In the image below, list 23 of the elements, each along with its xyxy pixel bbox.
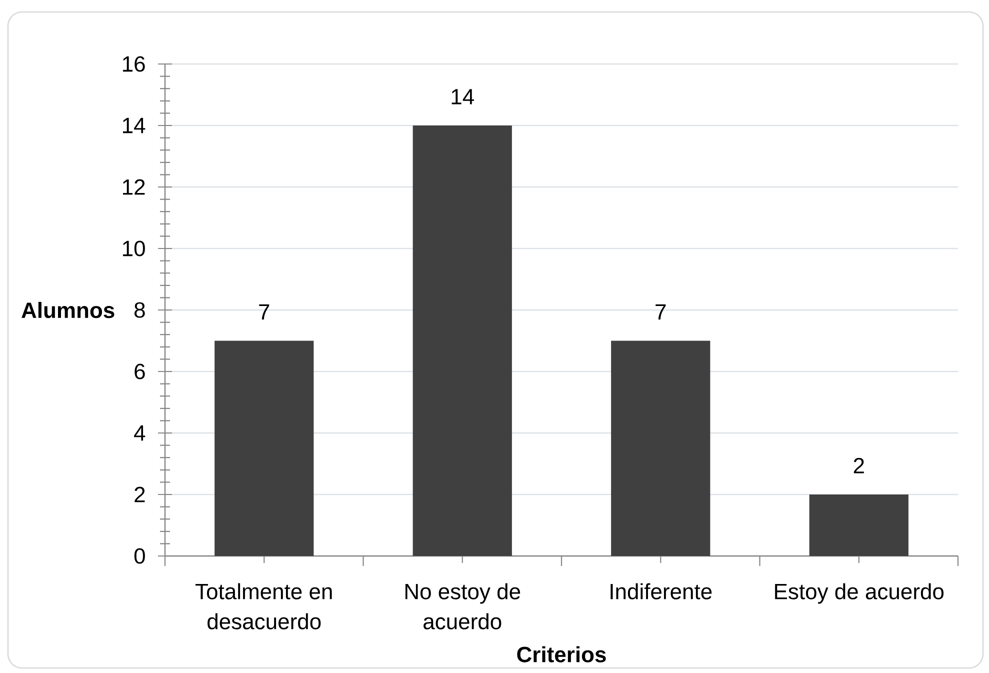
x-tick-label: Indiferente [610, 583, 712, 600]
bar [214, 340, 314, 556]
y-tick-label: 0 [134, 548, 145, 564]
data-label: 7 [656, 304, 666, 320]
y-tick-label: 6 [134, 364, 145, 380]
x-tick-label: Totalmente en desacuerdo [196, 583, 332, 630]
y-tick-label: 14 [123, 118, 146, 134]
x-tick-label: Estoy de acuerdo [775, 583, 944, 604]
y-tick-label: 4 [134, 425, 146, 441]
x-axis-title: Criterios [517, 646, 606, 662]
y-tick-label: 10 [123, 240, 145, 256]
y-axis-title: Alumnos [22, 302, 114, 318]
data-label: 7 [259, 304, 270, 320]
data-label: 2 [854, 458, 864, 474]
bar [611, 340, 710, 556]
y-tick-label: 2 [134, 486, 145, 502]
bar [412, 126, 512, 556]
y-tick-label: 12 [123, 179, 145, 195]
bar [809, 494, 908, 556]
x-tick-label: No estoy de acuerdo [405, 583, 520, 630]
y-tick-label: 16 [123, 56, 145, 72]
y-tick-label: 8 [134, 302, 145, 318]
data-label: 14 [452, 89, 474, 104]
